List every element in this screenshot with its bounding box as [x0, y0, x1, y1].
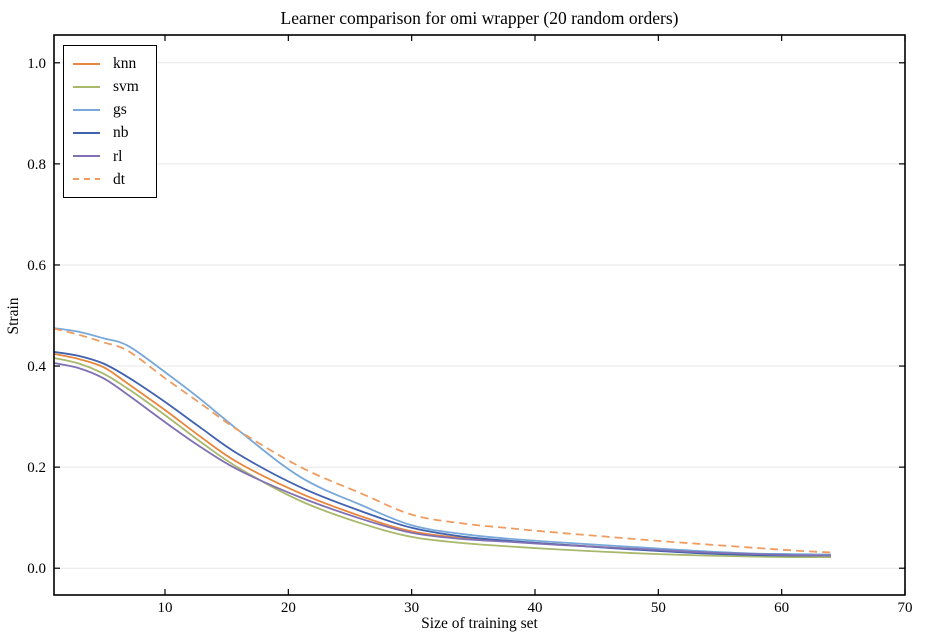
y-tick-label: 0.8	[27, 157, 46, 173]
x-tick-label: 70	[898, 600, 913, 616]
y-tick-label: 0.4	[27, 359, 46, 375]
series-line-gs	[53, 327, 832, 556]
legend-line-sample-dt	[73, 178, 100, 181]
x-axis-label: Size of training set	[421, 615, 538, 632]
legend-label-gs: gs	[113, 101, 127, 119]
legend-label-svm: svm	[113, 78, 139, 95]
legend-label-nb: nb	[113, 124, 129, 142]
x-tick-label: 20	[281, 600, 296, 616]
legend-line-sample-rl	[73, 155, 100, 158]
y-tick-label: 1.0	[27, 56, 46, 72]
x-tick-label: 60	[774, 600, 789, 616]
series-line-dt	[53, 327, 832, 554]
y-tick-label: 0.6	[27, 258, 46, 274]
legend-item-rl: rl	[73, 145, 144, 168]
legend-item-gs: gs	[73, 98, 144, 121]
x-tick-label: 50	[651, 600, 666, 616]
legend-item-dt: dt	[73, 168, 144, 191]
y-tick-label: 0.2	[27, 460, 46, 476]
axes-frame	[53, 34, 906, 596]
legend-item-svm: svm	[73, 75, 144, 98]
y-tick-label: 0.0	[27, 561, 46, 577]
series-line-svm	[53, 357, 832, 559]
legend: knn svm gs nb rl dt	[63, 45, 157, 198]
legend-label-dt: dt	[113, 170, 126, 188]
legend-line-sample-gs	[73, 108, 100, 111]
legend-line-sample-knn	[73, 62, 100, 65]
series-line-nb	[53, 351, 832, 557]
legend-label-knn: knn	[113, 54, 137, 72]
legend-item-knn: knn	[73, 52, 144, 75]
x-tick-label: 40	[528, 600, 543, 616]
x-tick-label: 30	[404, 600, 419, 616]
legend-item-nb: nb	[73, 122, 144, 145]
y-axis-label: Strain	[5, 297, 22, 335]
legend-label-rl: rl	[113, 147, 123, 165]
x-tick-label: 10	[158, 600, 173, 616]
series-line-knn	[53, 353, 832, 557]
legend-line-sample-nb	[73, 132, 100, 135]
chart-title: Learner comparison for omi wrapper (20 r…	[280, 8, 679, 28]
series-line-rl	[53, 362, 832, 557]
legend-line-sample-svm	[73, 85, 100, 88]
